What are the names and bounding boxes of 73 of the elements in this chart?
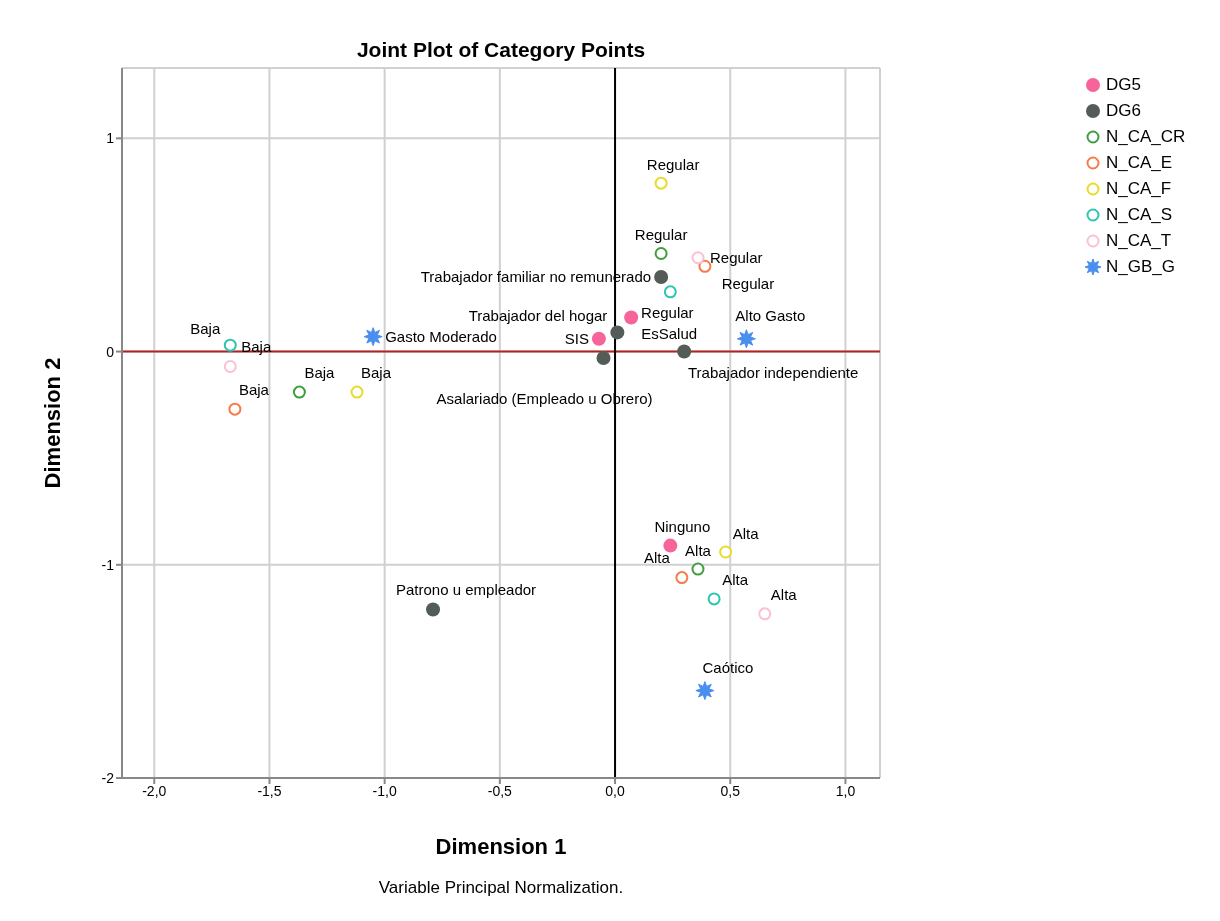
data-label: Regular <box>721 274 775 292</box>
data-label: Alta <box>732 525 760 543</box>
data-label: Baja <box>304 363 336 381</box>
legend-label: N_CA_S <box>1106 204 1173 226</box>
y-tick-label: 0 <box>106 343 115 360</box>
point <box>736 329 756 349</box>
text: Variable Principal Normalization. <box>377 878 625 898</box>
point <box>223 338 237 352</box>
data-label: Alta <box>685 541 712 559</box>
point <box>426 602 441 617</box>
data-label: SIS <box>564 330 589 348</box>
point <box>691 251 705 265</box>
point <box>677 344 692 359</box>
data-label: Alto Gasto <box>735 307 806 325</box>
legend-label: N_GB_G <box>1106 256 1175 278</box>
y-tick-label: -1 <box>101 556 115 573</box>
data-label: Alta <box>770 586 798 604</box>
x-tick-label: -2,0 <box>142 782 167 799</box>
y-axis-title: Dimension 2 <box>39 357 65 489</box>
point <box>691 562 705 576</box>
point <box>654 269 669 284</box>
point <box>654 176 668 190</box>
point <box>624 310 639 325</box>
data-label: Gasto Moderado <box>385 328 497 346</box>
point <box>695 681 715 701</box>
point <box>675 571 689 585</box>
data-label: Alta <box>643 549 671 567</box>
y-tick-label: -2 <box>101 769 115 786</box>
data-label: Baja <box>241 338 272 355</box>
x-tick-label: -1,0 <box>372 782 397 799</box>
x-tick-label: -1,5 <box>257 782 282 799</box>
data-label: Regular <box>709 249 763 267</box>
data-label: Alta <box>722 571 749 589</box>
point <box>719 545 733 559</box>
legend-label: N_CA_F <box>1106 178 1172 200</box>
point <box>707 592 721 606</box>
data-label: Regular <box>634 226 688 243</box>
legend-label: DG6 <box>1106 100 1141 122</box>
data-label: Baja <box>360 363 392 381</box>
point <box>363 327 383 347</box>
data-label: Patrono u empleador <box>395 581 537 599</box>
data-label: Baja <box>238 380 270 398</box>
y-tick-label: 1 <box>106 130 115 147</box>
data-label: Caótico <box>702 659 754 677</box>
data-label: Regular <box>646 155 700 173</box>
point <box>223 360 237 373</box>
point <box>663 538 678 553</box>
point <box>350 385 364 399</box>
point <box>610 325 625 340</box>
legend-label: N_CA_E <box>1106 152 1173 174</box>
point <box>228 402 242 416</box>
data-label: Regular <box>641 304 694 322</box>
point <box>698 259 712 273</box>
legend-label: N_CA_CR <box>1106 126 1186 148</box>
point <box>591 331 606 346</box>
x-tick-label: 1,0 <box>835 782 856 799</box>
legend-label: DG5 <box>1106 74 1141 96</box>
data-label: Trabajador independiente <box>687 364 859 382</box>
x-axis-title: Dimension 1 <box>435 833 567 859</box>
point <box>663 285 677 299</box>
legend-label: N_CA_T <box>1106 230 1172 252</box>
data-label: Baja <box>190 319 221 337</box>
x-tick-label: -0,5 <box>487 782 513 799</box>
data-label: Trabajador del hogar <box>468 306 608 324</box>
x-tick-label: 0,5 <box>720 782 741 799</box>
point <box>654 247 668 260</box>
x-tick-label: 0,0 <box>605 782 625 799</box>
data-label: Ninguno <box>654 518 711 536</box>
point <box>596 350 611 365</box>
data-label: EsSalud <box>641 324 698 342</box>
point <box>758 607 772 621</box>
point <box>292 385 306 399</box>
chart-title: Joint Plot of Category Points <box>355 38 647 62</box>
